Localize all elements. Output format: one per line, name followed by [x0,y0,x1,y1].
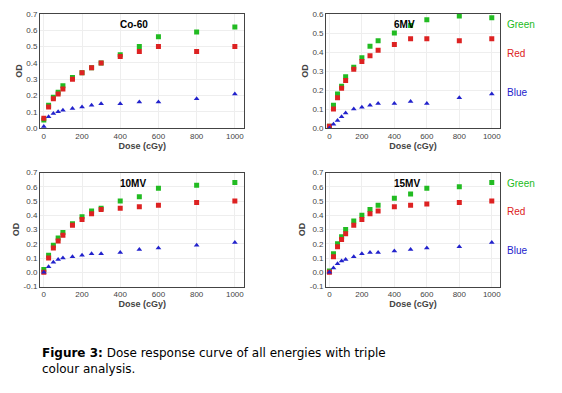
svg-text:1000: 1000 [226,132,244,141]
svg-text:0.1: 0.1 [312,105,324,114]
svg-text:0.5: 0.5 [312,197,324,206]
svg-text:Green: Green [507,178,535,189]
svg-text:0.0: 0.0 [26,124,38,133]
svg-text:Co-60: Co-60 [120,19,148,30]
svg-text:Red: Red [507,206,525,217]
svg-text:0.1: 0.1 [312,254,324,263]
svg-text:Red: Red [507,48,525,59]
svg-text:0.0: 0.0 [312,268,324,277]
svg-text:0: 0 [327,290,332,299]
svg-text:400: 400 [388,290,402,299]
svg-text:0.3: 0.3 [26,225,38,234]
svg-text:15MV: 15MV [394,178,420,189]
svg-text:Dose (cGy): Dose (cGy) [389,141,437,151]
svg-text:0.1: 0.1 [26,108,38,117]
svg-text:0.4: 0.4 [312,211,324,220]
svg-text:800: 800 [190,132,204,141]
svg-text:0.2: 0.2 [312,240,324,249]
svg-text:200: 200 [75,290,89,299]
svg-text:600: 600 [420,290,434,299]
svg-text:Green: Green [507,19,535,30]
svg-text:0.2: 0.2 [26,91,38,100]
svg-text:400: 400 [388,132,402,141]
svg-text:0.0: 0.0 [312,124,324,133]
svg-text:0.5: 0.5 [26,197,38,206]
svg-text:0.5: 0.5 [312,29,324,38]
svg-text:600: 600 [152,132,166,141]
svg-text:-0.1: -0.1 [310,282,324,291]
svg-text:200: 200 [355,132,369,141]
svg-text:400: 400 [114,290,128,299]
svg-text:1000: 1000 [483,132,501,141]
svg-text:Dose (cGy): Dose (cGy) [118,141,166,151]
svg-text:0.1: 0.1 [26,254,38,263]
svg-text:0: 0 [42,132,47,141]
svg-text:Blue: Blue [507,87,527,98]
svg-text:0.4: 0.4 [26,59,38,68]
svg-text:0.7: 0.7 [26,168,38,177]
svg-text:1000: 1000 [483,290,501,299]
svg-text:0.6: 0.6 [26,26,38,35]
svg-text:800: 800 [190,290,204,299]
svg-text:6MV: 6MV [394,19,415,30]
svg-text:0.6: 0.6 [312,10,324,19]
svg-text:0: 0 [327,132,332,141]
svg-text:Dose (cGy): Dose (cGy) [389,299,437,309]
svg-text:0.2: 0.2 [312,86,324,95]
svg-text:Blue: Blue [507,245,527,256]
svg-text:200: 200 [355,290,369,299]
svg-text:0.4: 0.4 [26,211,38,220]
svg-text:800: 800 [453,290,467,299]
svg-text:0: 0 [42,290,47,299]
svg-text:1000: 1000 [226,290,244,299]
svg-text:OD: OD [300,64,310,78]
svg-text:0.3: 0.3 [312,67,324,76]
svg-text:0.3: 0.3 [312,225,324,234]
svg-text:0.6: 0.6 [26,183,38,192]
svg-text:600: 600 [420,132,434,141]
svg-text:0.5: 0.5 [26,42,38,51]
svg-text:OD: OD [14,64,24,78]
svg-text:600: 600 [152,290,166,299]
svg-text:OD: OD [11,222,21,236]
svg-text:0.6: 0.6 [312,183,324,192]
svg-text:-0.1: -0.1 [24,282,38,291]
svg-text:400: 400 [114,132,128,141]
svg-text:0.0: 0.0 [26,268,38,277]
svg-text:800: 800 [453,132,467,141]
svg-text:Dose (cGy): Dose (cGy) [118,299,166,309]
svg-text:0.7: 0.7 [312,168,324,177]
svg-text:0.7: 0.7 [26,10,38,19]
svg-text:Figure 3: Dose response curve: Figure 3: Dose response curve of all ene… [42,346,386,376]
svg-text:200: 200 [75,132,89,141]
svg-text:0.2: 0.2 [26,240,38,249]
svg-text:OD: OD [297,222,307,236]
svg-text:10MV: 10MV [120,178,146,189]
svg-text:0.3: 0.3 [26,75,38,84]
svg-text:0.4: 0.4 [312,48,324,57]
